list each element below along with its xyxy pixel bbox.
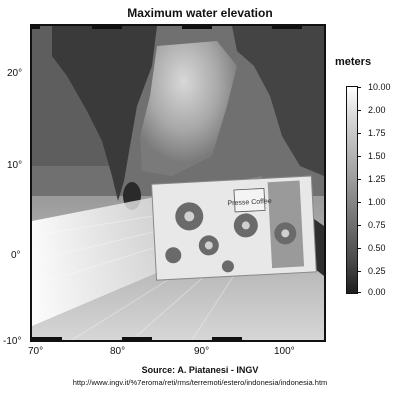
colorbar-tick — [357, 271, 361, 272]
colorbar-label: 0.50 — [368, 243, 386, 253]
y-tick-label: 10° — [7, 160, 23, 171]
y-tick-label: 0° — [11, 250, 21, 261]
colorbar-tick — [357, 110, 361, 111]
map-frame: Presse Coffee — [30, 24, 326, 342]
overlay-brand-text: Presse Coffee — [227, 198, 272, 207]
source-url[interactable]: http://www.ingv.it/%7eroma/reti/rms/terr… — [72, 378, 328, 387]
colorbar-label: 1.50 — [368, 151, 386, 161]
colorbar-label: 1.00 — [368, 197, 386, 207]
y-tick-label: 20° — [7, 68, 23, 79]
x-tick-label: 70° — [28, 346, 44, 357]
colorbar-label: 1.25 — [368, 174, 386, 184]
coffee-cup-overlay: Presse Coffee — [151, 175, 317, 281]
x-tick-label: 80° — [110, 346, 126, 357]
colorbar-label: 2.00 — [368, 105, 386, 115]
colorbar-tick — [357, 292, 361, 293]
colorbar-tick — [357, 133, 361, 134]
colorbar-tick — [357, 87, 361, 88]
source-credit: Source: A. Piatanesi - INGV — [141, 365, 259, 375]
x-tick-label: 100° — [274, 346, 295, 357]
colorbar-label: 10.00 — [368, 82, 391, 92]
y-tick-label: -10° — [3, 336, 22, 347]
colorbar-title: meters — [335, 56, 372, 68]
x-tick-label: 90° — [194, 346, 210, 357]
map-title: Maximum water elevation — [127, 6, 273, 20]
colorbar-label: 1.75 — [368, 128, 386, 138]
colorbar-tick — [357, 156, 361, 157]
colorbar-tick — [357, 202, 361, 203]
colorbar-label: 0.25 — [368, 266, 386, 276]
colorbar — [346, 86, 358, 294]
colorbar-tick — [357, 225, 361, 226]
colorbar-tick — [357, 179, 361, 180]
colorbar-label: 0.00 — [368, 287, 386, 297]
colorbar-tick — [357, 248, 361, 249]
colorbar-label: 0.75 — [368, 220, 386, 230]
